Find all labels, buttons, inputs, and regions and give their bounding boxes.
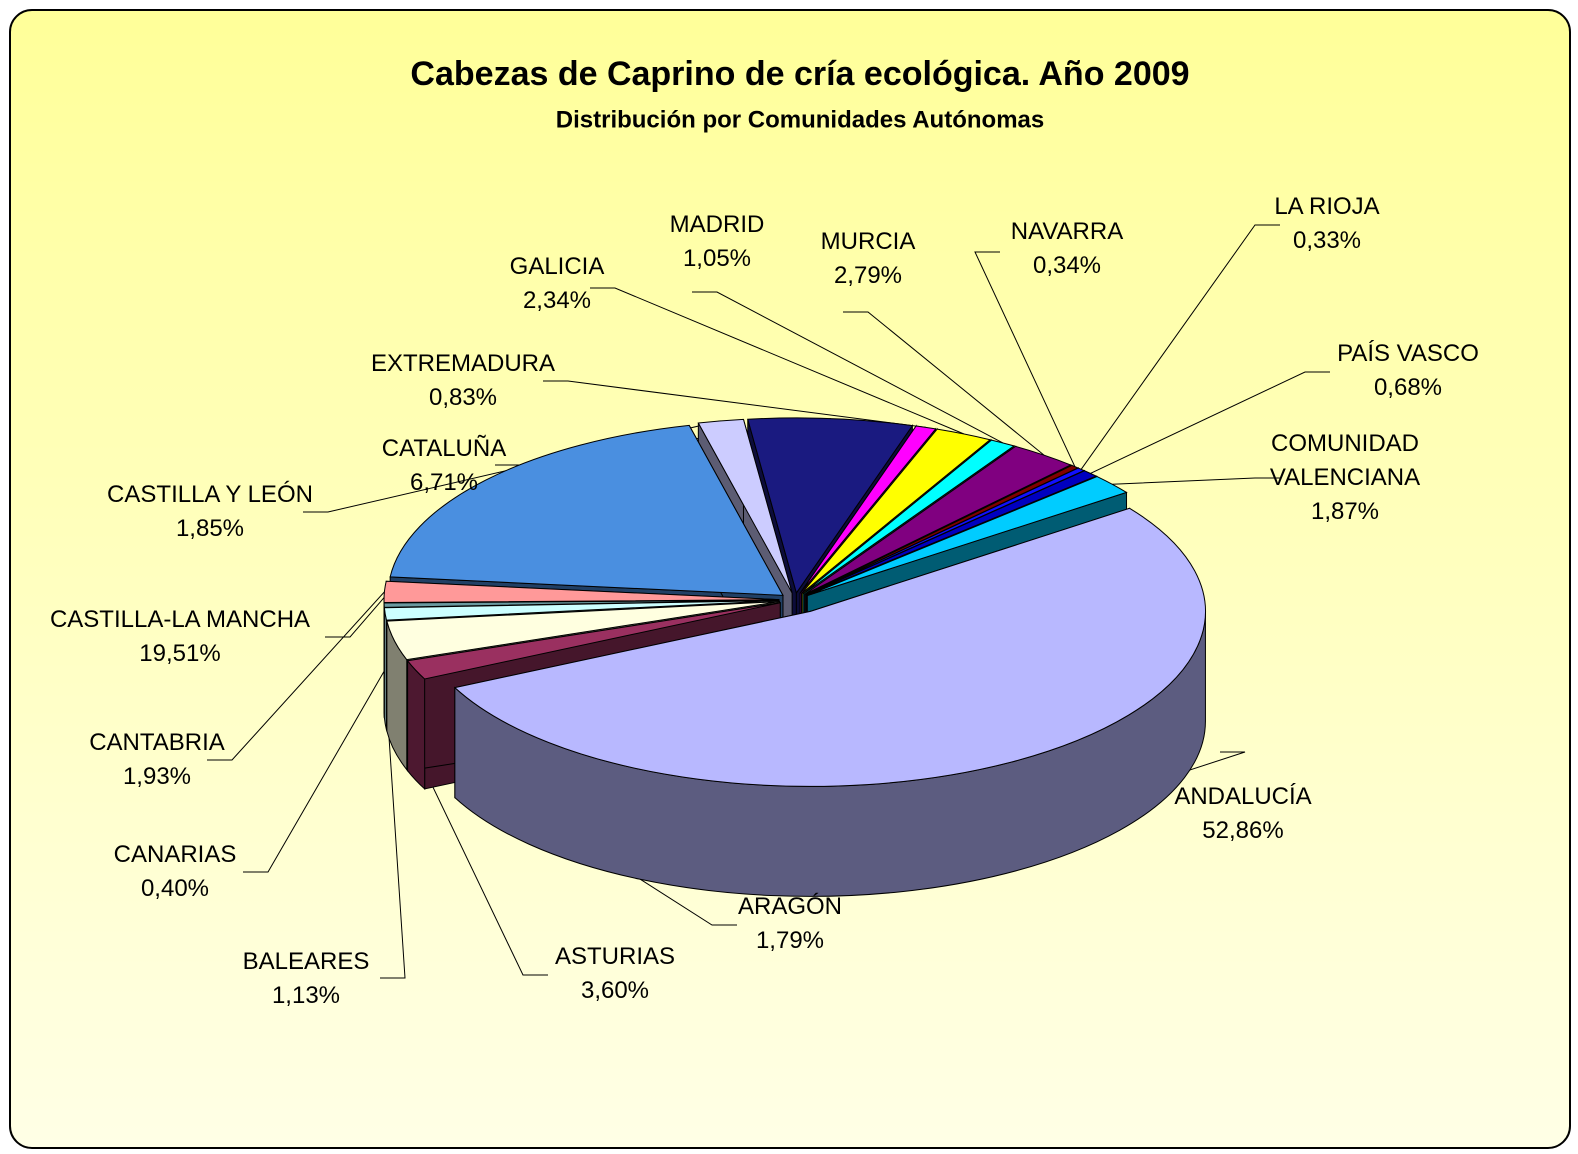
leader-line — [380, 679, 406, 979]
data-label: EXTREMADURA 0,83% — [371, 347, 555, 415]
label-name: NAVARRA — [1010, 218, 1124, 245]
slice-top — [804, 445, 1072, 595]
label-name: LA RIOJA — [1274, 193, 1380, 220]
data-label: NAVARRA 0,34% — [1011, 215, 1123, 283]
leader-line — [393, 706, 548, 976]
label-name: PAÍS VASCO — [1337, 340, 1479, 367]
label-name: CASTILLA Y LEÓN — [107, 481, 313, 508]
data-label: BALEARES 1,13% — [243, 945, 370, 1013]
label-value: 2,34% — [522, 287, 592, 314]
slice-top — [802, 439, 1016, 595]
slice-top — [389, 424, 784, 596]
label-name: ASTURIAS — [554, 943, 676, 970]
slice-top — [747, 417, 914, 595]
data-label: MADRID 1,05% — [670, 208, 765, 276]
chart-title: Cabezas de Caprino de cría ecológica. Añ… — [410, 55, 1189, 93]
slice-top — [406, 602, 781, 680]
label-name: GALICIA — [509, 253, 605, 280]
slice-top — [383, 600, 780, 621]
data-label: CASTILLA Y LEÓN 1,85% — [107, 478, 313, 546]
label-name: EXTREMADURA — [370, 350, 556, 377]
leader-line — [1080, 224, 1280, 470]
leader-line — [974, 251, 1076, 467]
slice-side — [383, 607, 388, 731]
data-label: ANDALUCÍA 52,86% — [1174, 780, 1311, 848]
chart-subtitle: Distribución por Comunidades Autónomas — [556, 106, 1044, 133]
label-name: CATALUÑA — [381, 435, 507, 462]
label-value: 1,87% — [1310, 498, 1380, 525]
label-value: 1,79% — [755, 927, 825, 954]
label-name: ARAGÓN — [737, 893, 843, 920]
data-label: LA RIOJA 0,33% — [1274, 190, 1379, 258]
data-label: ASTURIAS 3,60% — [555, 940, 675, 1008]
label-name: COMUNIDAD VALENCIANA — [1269, 430, 1421, 491]
leader-line — [243, 670, 385, 873]
label-value: 19,51% — [139, 640, 221, 667]
label-name: CANARIAS — [113, 841, 237, 868]
label-name: CANTABRIA — [89, 729, 225, 756]
data-label: CANTABRIA 1,93% — [89, 726, 225, 794]
slice-top — [801, 428, 992, 594]
leader-line — [1112, 477, 1280, 485]
slice-top — [697, 418, 793, 594]
label-name: BALEARES — [242, 948, 370, 975]
slice-side — [407, 659, 426, 791]
slice-top — [799, 425, 937, 594]
label-value: 0,83% — [428, 384, 498, 411]
label-value: 1,13% — [271, 982, 341, 1009]
data-label: COMUNIDAD VALENCIANA 1,87% — [1250, 427, 1440, 529]
label-value: 6,71% — [409, 469, 479, 496]
label-value: 1,05% — [682, 245, 752, 272]
data-label: CASTILLA-LA MANCHA 19,51% — [50, 603, 310, 671]
data-label: CANARIAS 0,40% — [114, 838, 237, 906]
label-name: MURCIA — [820, 228, 916, 255]
leader-line — [543, 380, 926, 428]
label-value: 0,40% — [140, 875, 210, 902]
slice-top — [383, 580, 780, 603]
label-value: 0,34% — [1032, 252, 1102, 279]
label-value: 1,93% — [122, 763, 192, 790]
data-label: MURCIA 2,79% — [821, 225, 916, 293]
data-label: ARAGÓN 1,79% — [738, 890, 842, 958]
slice-top — [453, 507, 1206, 787]
leader-line — [843, 311, 1045, 456]
slice-top — [807, 475, 1128, 596]
slice-top — [386, 601, 780, 661]
label-value: 1,85% — [175, 515, 245, 542]
data-label: GALICIA 2,34% — [510, 250, 605, 318]
label-value: 0,33% — [1292, 227, 1362, 254]
slice — [453, 507, 1206, 897]
label-name: MADRID — [669, 211, 765, 238]
label-value: 3,60% — [580, 977, 650, 1004]
leader-line — [590, 287, 965, 435]
label-value: 0,68% — [1373, 374, 1443, 401]
label-name: ANDALUCÍA — [1174, 783, 1312, 810]
leader-line — [207, 591, 385, 761]
leader-line — [692, 291, 1004, 444]
data-label: PAÍS VASCO 0,68% — [1337, 337, 1479, 405]
label-value: 2,79% — [833, 262, 903, 289]
label-name: CASTILLA-LA MANCHA — [49, 606, 311, 633]
data-label: CATALUÑA 6,71% — [382, 432, 506, 500]
leader-line — [1090, 371, 1330, 474]
slice-top — [806, 470, 1098, 596]
label-value: 52,86% — [1202, 817, 1284, 844]
